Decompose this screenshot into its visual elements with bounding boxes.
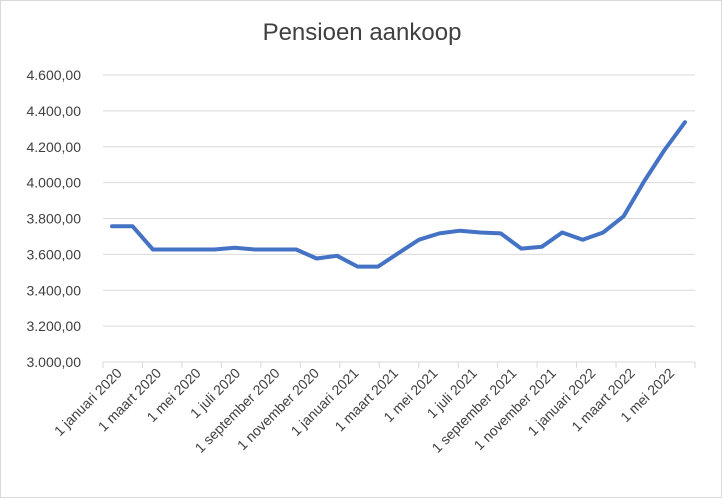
data-point [253,248,257,252]
data-point [622,214,626,218]
data-point [417,238,421,242]
y-tick-label: 4.600,00 [27,67,82,83]
data-point [151,248,155,252]
data-point [130,224,134,228]
y-tick-label: 3.800,00 [27,211,82,227]
data-point [437,231,441,235]
data-point [192,248,196,252]
data-point [683,120,687,124]
data-point [601,230,605,234]
series-group [110,120,687,269]
data-point [356,265,360,269]
y-tick-label: 3.000,00 [27,354,82,370]
data-point [458,229,462,233]
data-point [397,251,400,255]
data-point [233,246,237,250]
data-point [478,230,482,234]
y-tick-label: 4.000,00 [27,175,82,191]
y-tick-label: 4.200,00 [27,139,82,155]
x-tick-label: 1 januari 2020 [51,365,125,439]
data-point [519,247,523,251]
y-axis-labels: 3.000,00 3.200,00 3.400,00 3.600,00 3.800,00… [27,67,82,370]
data-point [663,148,667,152]
y-tick-label: 4.400,00 [27,103,82,119]
gridlines [103,74,695,327]
y-tick-label: 3.400,00 [27,282,82,298]
data-point [294,248,298,252]
y-tick-label: 3.600,00 [27,246,82,262]
data-point [315,257,319,261]
data-point [581,238,585,242]
data-point [376,265,380,269]
data-point [499,231,503,235]
data-point [212,248,216,252]
data-point [560,230,564,234]
y-tick-label: 3.200,00 [27,318,82,334]
data-point [540,245,544,249]
data-point [335,254,339,258]
data-point [642,179,646,183]
data-point [110,224,114,228]
chart-title: Pensioen aankoop [262,19,462,46]
series-line [110,120,687,269]
data-point [171,248,175,252]
data-point [274,248,278,252]
